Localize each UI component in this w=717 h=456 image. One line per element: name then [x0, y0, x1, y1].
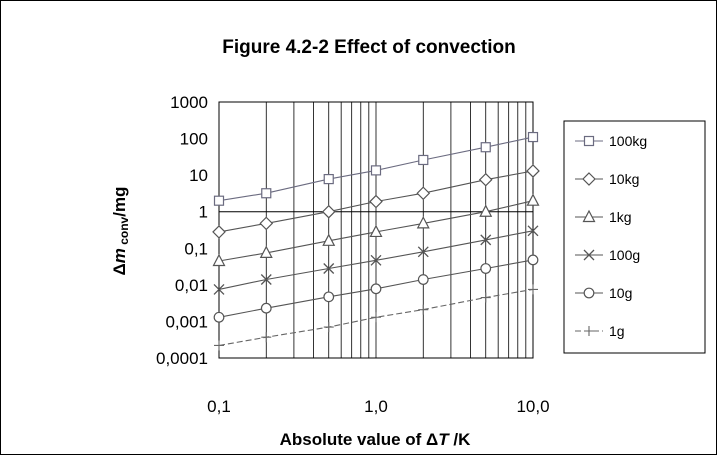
data-point-10kg [478, 172, 493, 187]
chart-title: Figure 4.2-2 Effect of convection [222, 37, 516, 58]
data-point-10g [527, 254, 539, 266]
data-point-100g [213, 283, 225, 295]
legend-marker-1kg [582, 209, 596, 223]
data-point-100kg [213, 195, 225, 206]
data-point-1g [214, 340, 224, 351]
data-point-1kg [259, 245, 273, 258]
data-point-10g [213, 311, 225, 323]
legend-label-1kg: 1kg [609, 209, 632, 225]
y-tick-label: 1 [199, 203, 208, 222]
gridlines [219, 102, 533, 358]
x-tick-label: 0,1 [207, 397, 231, 416]
data-point-1g [371, 312, 381, 323]
data-point-1g [418, 304, 429, 315]
legend-item-100g: 100g [575, 247, 640, 263]
data-point-10g [417, 274, 429, 285]
x-axis-title-suffix: /K [449, 430, 471, 449]
legend-item-100kg: 100kg [575, 133, 647, 149]
series-100g [213, 225, 539, 295]
series-100kg [213, 131, 539, 206]
data-point-1kg [212, 253, 226, 267]
data-point-1kg [322, 233, 336, 246]
data-point-10kg [526, 164, 540, 178]
x-tick-label: 10,0 [516, 397, 549, 416]
data-point-1g [480, 292, 491, 303]
data-point-1g [528, 284, 538, 295]
data-point-1kg [416, 216, 430, 229]
data-point-100g [480, 234, 492, 246]
y-tick-label: 100 [180, 130, 208, 149]
x-axis-title-delta: Δ [426, 430, 438, 449]
legend-label-10kg: 10kg [609, 171, 639, 187]
y-tick-label: 0,001 [165, 312, 208, 331]
data-point-100kg [370, 165, 382, 176]
data-point-100g [323, 263, 335, 274]
y-axis-title-var: m [110, 248, 129, 263]
y-tick-label: 0,01 [175, 276, 208, 295]
legend-marker-100g [583, 249, 595, 261]
y-tick-label: 0,1 [184, 239, 208, 258]
y-tick-label: 1000 [170, 93, 208, 112]
legend-marker-10g [583, 287, 595, 299]
series-10g [213, 254, 539, 323]
series-layer [212, 131, 540, 351]
data-point-10kg [369, 194, 383, 209]
series-1kg [212, 193, 540, 267]
data-point-10kg [416, 186, 431, 201]
legend-label-100g: 100g [609, 247, 640, 263]
data-point-10g [323, 291, 335, 303]
data-point-100g [260, 274, 272, 285]
data-point-100g [417, 246, 429, 258]
legend: 100kg 10kg 1kg 100g 10g 1g [575, 133, 647, 339]
legend-item-10g: 10g [575, 285, 632, 301]
legend-item-1kg: 1kg [575, 209, 632, 225]
legend-item-10kg: 10kg [575, 171, 639, 187]
data-point-100kg [323, 173, 334, 185]
legend-label-100kg: 100kg [609, 133, 647, 149]
data-point-10g [370, 283, 382, 295]
legend-item-1g: 1g [575, 323, 625, 339]
y-axis-title-suffix: /mg [110, 187, 129, 217]
data-point-1g [323, 322, 334, 333]
legend-marker-1g [584, 326, 594, 336]
legend-marker-100kg [583, 135, 595, 147]
data-point-1kg [369, 224, 383, 238]
data-point-1kg [479, 204, 493, 217]
y-tick-label: 0,0001 [156, 349, 208, 368]
data-point-10kg [259, 216, 274, 231]
y-axis-title: Δm conv/mg [110, 187, 131, 276]
data-point-10g [480, 263, 492, 274]
legend-label-1g: 1g [609, 323, 625, 339]
x-tick-label: 1,0 [364, 397, 388, 416]
data-point-100kg [261, 188, 272, 199]
x-axis-title-prefix: Absolute value of [280, 430, 426, 449]
y-axis-title-delta: Δ [110, 263, 129, 275]
data-point-100kg [418, 154, 429, 166]
tick-labels: 1000 100 10 1 0,1 0,01 0,001 0,0001 0,1 1,0 10,0 [156, 93, 550, 416]
data-point-100kg [527, 131, 539, 143]
data-point-100g [527, 225, 539, 237]
x-axis-title-var: T [438, 430, 450, 449]
data-point-1kg [526, 193, 540, 206]
data-point-100g [370, 254, 382, 266]
legend-label-10g: 10g [609, 285, 632, 301]
data-point-100kg [480, 142, 491, 153]
data-point-10kg [212, 225, 226, 239]
legend-marker-10kg [582, 172, 596, 186]
data-point-10kg [321, 204, 336, 219]
y-axis-title-sub: conv [117, 216, 131, 248]
series-1g [214, 284, 538, 351]
data-point-1g [261, 332, 272, 343]
series-10kg [212, 164, 540, 239]
data-point-10g [260, 302, 272, 314]
x-axis-title: Absolute value of ΔT /K [280, 430, 471, 449]
y-tick-label: 10 [189, 166, 208, 185]
legend-box [563, 120, 706, 354]
